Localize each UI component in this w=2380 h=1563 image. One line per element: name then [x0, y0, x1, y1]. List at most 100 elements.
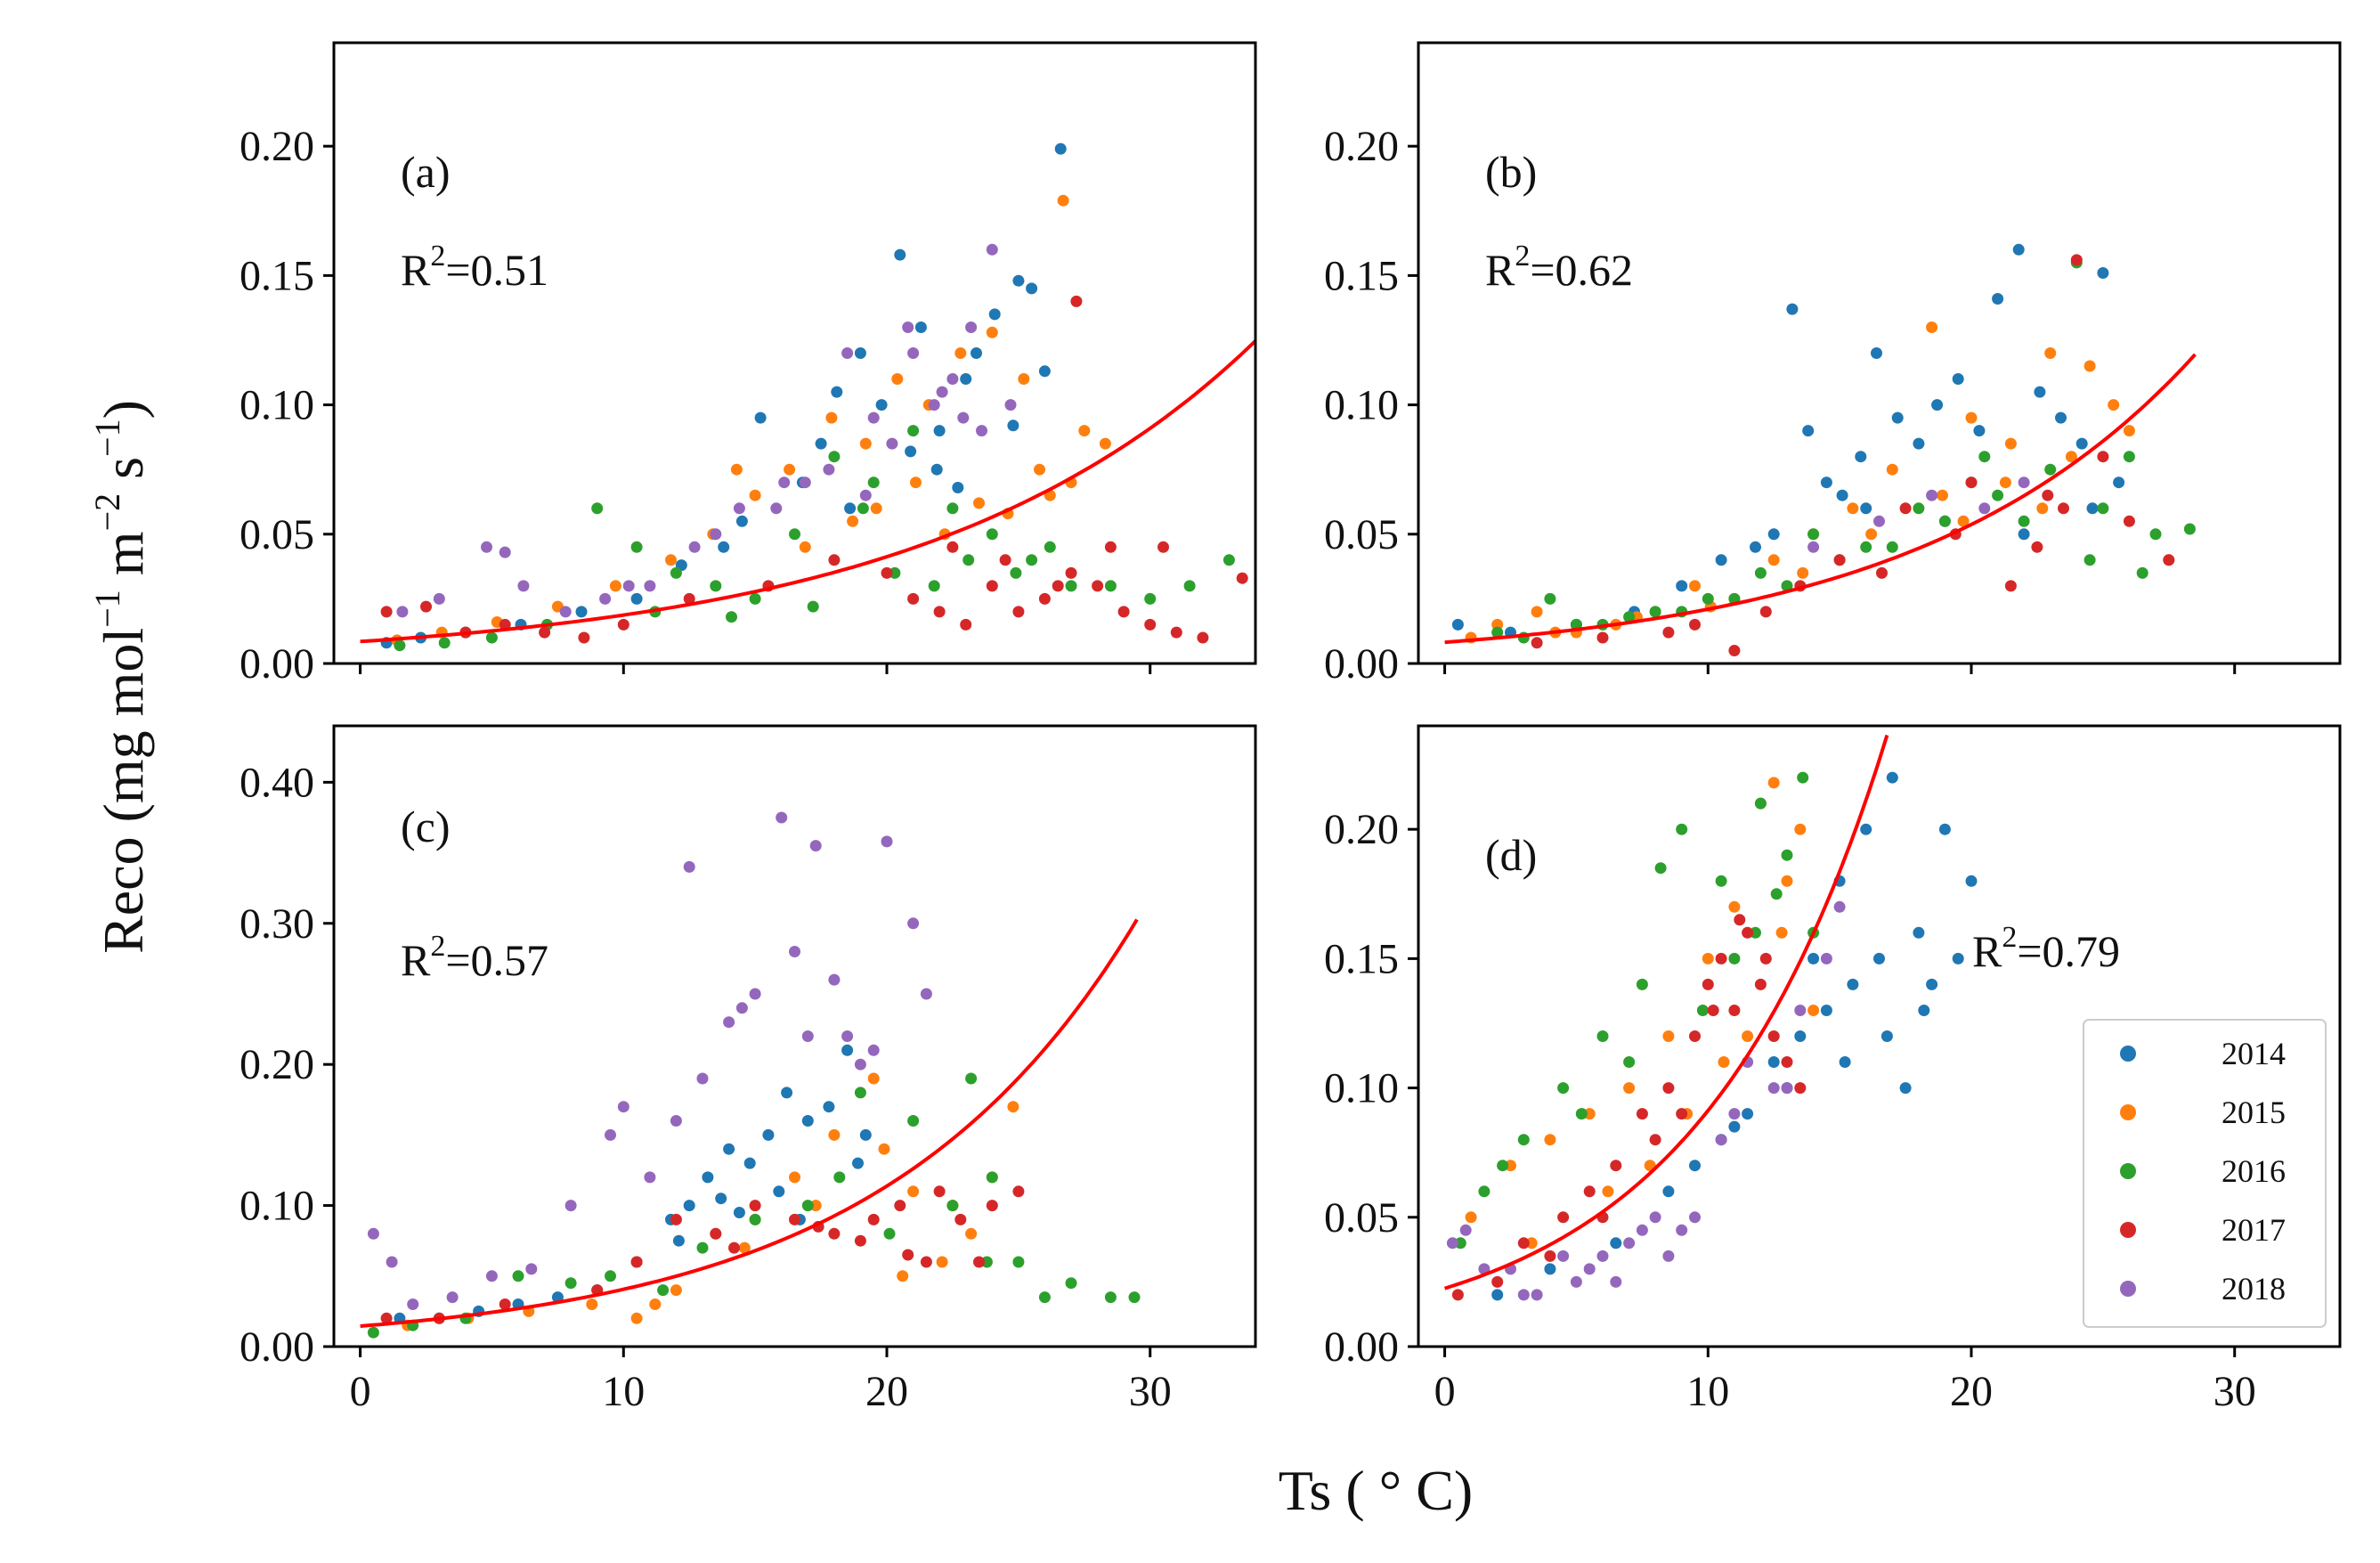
scatter-points — [1446, 771, 1978, 1301]
point-2014 — [575, 606, 588, 618]
point-2014 — [630, 592, 643, 605]
panel-b: 0.00 0.05 0.10 0.15 0.20 (b) R2=0.62 — [1324, 41, 2342, 688]
point-2017 — [1491, 1275, 1504, 1288]
point-2017 — [946, 541, 959, 553]
point-2015 — [2004, 437, 2017, 450]
point-2018 — [517, 580, 530, 592]
point-2017 — [1728, 645, 1741, 656]
point-2017 — [728, 1241, 740, 1254]
point-2014 — [683, 1200, 695, 1212]
point-2017 — [1662, 1082, 1675, 1095]
point-2017 — [1899, 502, 1912, 515]
point-2015 — [2084, 360, 2096, 372]
point-2016 — [857, 502, 869, 515]
point-2017 — [1676, 1108, 1688, 1120]
y-tick-label: 0.10 — [1324, 382, 1399, 429]
point-2015 — [1767, 554, 1780, 566]
point-2018 — [1596, 1250, 1609, 1262]
point-2018 — [1583, 1263, 1596, 1275]
point-2016 — [807, 600, 819, 613]
y-axis-title-main: Reco (mg mol — [92, 628, 155, 954]
y-tick-label: 0.15 — [1324, 935, 1399, 982]
point-2014 — [1820, 476, 1832, 489]
point-2018 — [1676, 1224, 1688, 1236]
point-2015 — [859, 437, 872, 450]
point-2016 — [438, 637, 451, 649]
legend-label-2016: 2016 — [2222, 1153, 2286, 1189]
point-2014 — [1662, 1185, 1675, 1198]
point-2016 — [2123, 451, 2135, 463]
point-2017 — [2163, 554, 2175, 566]
point-2017 — [1197, 631, 1209, 644]
point-2015 — [891, 373, 904, 385]
r-squared-label: R2=0.51 — [401, 240, 548, 295]
point-2016 — [749, 592, 761, 605]
point-2018 — [770, 502, 783, 515]
point-2016 — [2149, 528, 2162, 541]
point-2016 — [2136, 566, 2148, 579]
x-tick-label: 0 — [350, 1368, 371, 1415]
point-2016 — [789, 528, 800, 541]
point-2017 — [1689, 618, 1701, 631]
point-2017 — [2123, 515, 2135, 527]
point-2016 — [1676, 823, 1688, 835]
point-2015 — [2108, 399, 2120, 411]
point-2016 — [1517, 1134, 1530, 1146]
point-2016 — [1754, 797, 1767, 810]
point-2016 — [696, 1241, 709, 1254]
point-2014 — [723, 1143, 735, 1155]
point-2014 — [1038, 365, 1051, 378]
point-2015 — [1775, 926, 1788, 939]
point-2017 — [1557, 1211, 1570, 1224]
point-2015 — [784, 463, 796, 476]
point-2017 — [1158, 541, 1169, 553]
point-2014 — [1802, 425, 1815, 437]
point-2014 — [715, 1193, 727, 1205]
point-2018 — [644, 1171, 656, 1184]
y-tick-label: 0.20 — [1324, 123, 1399, 170]
point-2017 — [670, 1213, 682, 1225]
point-2016 — [946, 1200, 959, 1212]
point-2018 — [670, 1115, 682, 1127]
point-2014 — [1807, 952, 1820, 965]
point-2017 — [1759, 606, 1772, 618]
point-2015 — [799, 541, 811, 553]
x-tick-label: 0 — [1434, 1368, 1456, 1415]
point-2018 — [1807, 541, 1820, 553]
point-2014 — [1913, 926, 1925, 939]
point-2018 — [559, 606, 572, 618]
point-2015 — [738, 1241, 751, 1254]
point-2014 — [2097, 267, 2109, 279]
point-2014 — [1715, 554, 1727, 566]
point-2016 — [828, 451, 841, 463]
point-2018 — [823, 463, 835, 476]
point-2017 — [1662, 626, 1675, 639]
point-2016 — [1938, 515, 1951, 527]
point-2018 — [946, 373, 959, 385]
panel-c: 0.00 0.10 0.20 0.30 0.40 0 10 20 30 (c) R2=0.57 — [240, 724, 1257, 1415]
point-2016 — [963, 554, 975, 566]
point-2017 — [2004, 580, 2017, 592]
fit-curve — [360, 918, 1139, 1328]
point-2018 — [789, 946, 800, 957]
y-tick-label: 0.15 — [240, 252, 314, 299]
point-2016 — [670, 566, 682, 579]
point-2015 — [1505, 1160, 1516, 1172]
point-2017 — [881, 566, 893, 579]
point-2014 — [894, 248, 906, 261]
point-2018 — [799, 476, 811, 489]
point-2014 — [1610, 1237, 1622, 1250]
point-2017 — [1012, 1185, 1025, 1198]
panel-label: (c) — [401, 802, 451, 851]
point-2016 — [394, 639, 406, 652]
point-2014 — [914, 322, 927, 333]
panel-a: 0.00 0.05 0.10 0.15 0.20 (a) R2=0.51 — [240, 41, 1257, 688]
point-2018 — [1728, 1108, 1741, 1120]
point-2016 — [1715, 875, 1727, 887]
point-2015 — [1465, 1211, 1477, 1224]
point-2015 — [1797, 566, 1809, 579]
point-2014 — [1860, 502, 1872, 515]
point-2018 — [710, 528, 722, 541]
point-2017 — [920, 1256, 932, 1268]
point-2016 — [710, 580, 722, 592]
